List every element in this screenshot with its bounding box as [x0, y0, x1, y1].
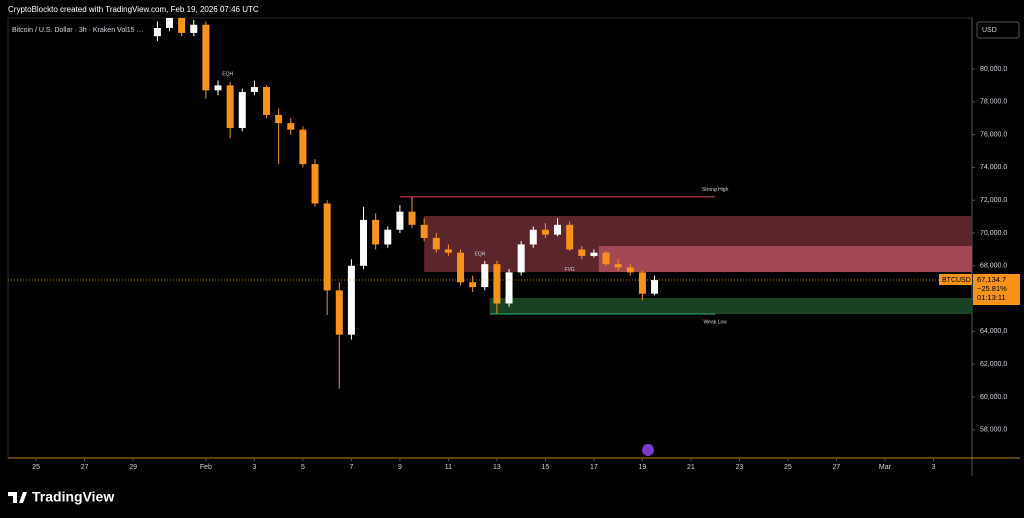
- candle-body: [299, 129, 307, 165]
- y-tick-label: 62,000.0: [980, 361, 1007, 368]
- x-tick-label: 19: [639, 464, 647, 471]
- x-tick-label: 25: [784, 464, 792, 471]
- level-label: Strong High: [702, 187, 729, 193]
- currency-box: [976, 21, 1020, 39]
- footer-logo: TradingView: [32, 489, 114, 505]
- candle-body: [166, 18, 174, 29]
- candle-body: [408, 211, 416, 225]
- x-tick-label: 9: [398, 464, 402, 471]
- x-tick-label: 3: [252, 464, 256, 471]
- last-price-label: 67,134.7: [977, 275, 1006, 284]
- level-label: Weak Low: [704, 319, 728, 325]
- candle-body: [493, 264, 501, 304]
- y-tick-label: 76,000.0: [980, 131, 1007, 138]
- header: CryptoBlockto created with TradingView.c…: [8, 5, 259, 14]
- candle-body: [178, 18, 186, 33]
- candle-body: [202, 24, 210, 91]
- y-tick-label: 64,000.0: [980, 328, 1007, 335]
- x-tick-label: 21: [687, 464, 695, 471]
- candle-body: [578, 249, 586, 256]
- chart-title: Bitcoin / U.S. Dollar · 3h · Kraken Vol1…: [12, 27, 144, 34]
- x-tick-label: 15: [542, 464, 550, 471]
- annotation: EQH: [475, 252, 486, 258]
- candle-body: [396, 211, 404, 230]
- x-tick-label: 27: [833, 464, 841, 471]
- y-tick-label: 80,000.0: [980, 66, 1007, 73]
- x-tick-label: 13: [493, 464, 501, 471]
- x-tick-label: 23: [736, 464, 744, 471]
- candle-body: [444, 249, 452, 253]
- zone: [598, 246, 972, 273]
- candle-body: [481, 264, 489, 288]
- y-tick-label: 74,000.0: [980, 164, 1007, 171]
- x-tick-label: Mar: [879, 464, 892, 471]
- candle-body: [626, 267, 634, 273]
- y-tick-label: 68,000.0: [980, 263, 1007, 270]
- x-tick-label: 29: [129, 464, 137, 471]
- candle-body: [153, 28, 161, 37]
- candle-body: [214, 85, 222, 91]
- candle-body: [638, 272, 646, 294]
- candle-body: [287, 123, 295, 130]
- candle-body: [651, 279, 659, 294]
- candle-body: [238, 91, 246, 129]
- annotation: EQH: [222, 71, 233, 77]
- x-tick-label: 7: [349, 464, 353, 471]
- x-tick-label: Feb: [200, 464, 212, 471]
- x-tick-label: 27: [81, 464, 89, 471]
- candle-body: [420, 224, 428, 238]
- candle-body: [517, 244, 525, 273]
- y-tick-label: 72,000.0: [980, 197, 1007, 204]
- y-tick-label: 78,000.0: [980, 99, 1007, 106]
- x-tick-label: 25: [32, 464, 40, 471]
- candle-body: [311, 164, 319, 204]
- candle-body: [529, 229, 537, 245]
- candle-body: [384, 229, 392, 245]
- y-tick-label: 60,000.0: [980, 394, 1007, 401]
- currency: USD: [982, 27, 997, 34]
- candle-body: [469, 282, 477, 288]
- candle-body: [602, 252, 610, 265]
- candle-body: [347, 265, 355, 335]
- candle-body: [360, 219, 368, 266]
- symbol-label: BTCUSD: [942, 277, 971, 284]
- event-icon[interactable]: [642, 444, 654, 456]
- candle-body: [190, 24, 198, 33]
- candle-body: [226, 85, 234, 129]
- x-tick-label: 11: [445, 464, 452, 471]
- candle-body: [590, 252, 598, 256]
- x-tick-label: 3: [931, 464, 935, 471]
- candle-body: [457, 252, 465, 283]
- x-tick-label: 17: [590, 464, 598, 471]
- countdown-label: 01:13:11: [977, 293, 1006, 302]
- zone: [489, 297, 972, 315]
- candle-body: [372, 219, 380, 245]
- candle-body: [554, 224, 562, 235]
- candle-body: [250, 87, 258, 92]
- candle-body: [505, 272, 513, 304]
- candle-body: [335, 290, 343, 335]
- change-label: −25.81%: [977, 284, 1007, 293]
- candle-body: [263, 87, 271, 115]
- annotation: FVG: [565, 267, 575, 273]
- y-tick-label: 58,000.0: [980, 427, 1007, 434]
- candle-body: [432, 237, 440, 250]
- candle-body: [614, 264, 622, 268]
- x-tick-label: 5: [301, 464, 305, 471]
- y-tick-label: 70,000.0: [980, 230, 1007, 237]
- symbol-box: [939, 273, 972, 285]
- candle-body: [323, 203, 331, 291]
- price-box: [973, 273, 1020, 305]
- logo-mark: [8, 492, 27, 503]
- candle-body: [566, 224, 574, 250]
- candle-body: [541, 229, 549, 235]
- candle-body: [275, 114, 283, 124]
